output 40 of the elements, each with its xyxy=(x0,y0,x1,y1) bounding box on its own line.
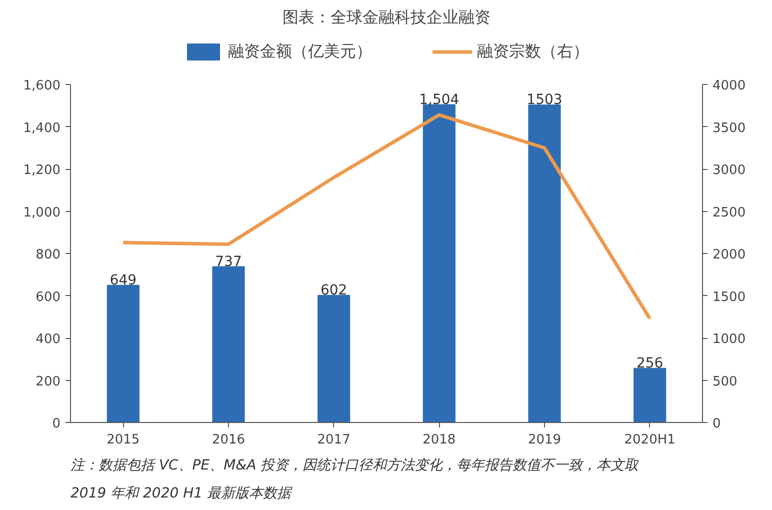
data-label: 1,504 xyxy=(419,92,460,108)
bar xyxy=(634,368,666,422)
y2-tick-label: 500 xyxy=(712,374,738,390)
legend-label: 融资金额（亿美元） xyxy=(228,41,372,62)
x-tick-label: 2020H1 xyxy=(624,432,676,448)
y-tick-label: 600 xyxy=(36,290,61,305)
y2-tick-label: 2000 xyxy=(712,248,746,262)
legend-label: 融资宗数（右） xyxy=(477,41,589,62)
y2-tick-label: 2500 xyxy=(712,205,746,220)
x-tick-label: 2016 xyxy=(212,432,246,448)
x-tick-label: 2018 xyxy=(422,432,456,448)
bar xyxy=(106,284,140,422)
x-tick-label: 2019 xyxy=(528,432,562,448)
y-tick-label: 1,600 xyxy=(23,78,60,94)
x-tick-label: 2015 xyxy=(106,432,140,448)
data-label: 737 xyxy=(215,254,242,270)
bar xyxy=(318,294,350,422)
y2-tick-label: 1000 xyxy=(712,332,746,347)
data-label: 649 xyxy=(110,272,137,288)
bar xyxy=(528,104,561,422)
y-tick-label: 1,200 xyxy=(23,163,60,178)
bar xyxy=(422,104,456,422)
chart-title: 图表：全球金融科技企业融资 xyxy=(282,8,490,26)
y-tick-label: 800 xyxy=(36,248,61,262)
text: 注：数据包括 VC、PE、M&A 投资，因统计口径和方法变化，每年报告数值不一致，本文取 2019 年和 2020 H1 最新版本数据 xyxy=(70,458,640,502)
data-label: 1503 xyxy=(526,92,562,108)
y-tick-label: 1,000 xyxy=(23,205,60,220)
y-tick-label: 200 xyxy=(36,374,61,390)
data-label: 602 xyxy=(320,282,348,298)
y2-tick-label: 4000 xyxy=(712,78,746,94)
y2-tick-label: 0 xyxy=(712,416,721,432)
y-tick-label: 0 xyxy=(52,416,61,432)
data-label: 256 xyxy=(636,355,664,372)
y2-tick-label: 3000 xyxy=(712,163,746,178)
bar xyxy=(212,266,245,422)
y2-tick-label: 1500 xyxy=(712,290,746,305)
x-tick-label: 2017 xyxy=(317,432,350,448)
y2-tick-label: 3500 xyxy=(712,120,746,136)
y-tick-label: 1,400 xyxy=(23,120,60,136)
y-tick-label: 400 xyxy=(36,332,61,347)
